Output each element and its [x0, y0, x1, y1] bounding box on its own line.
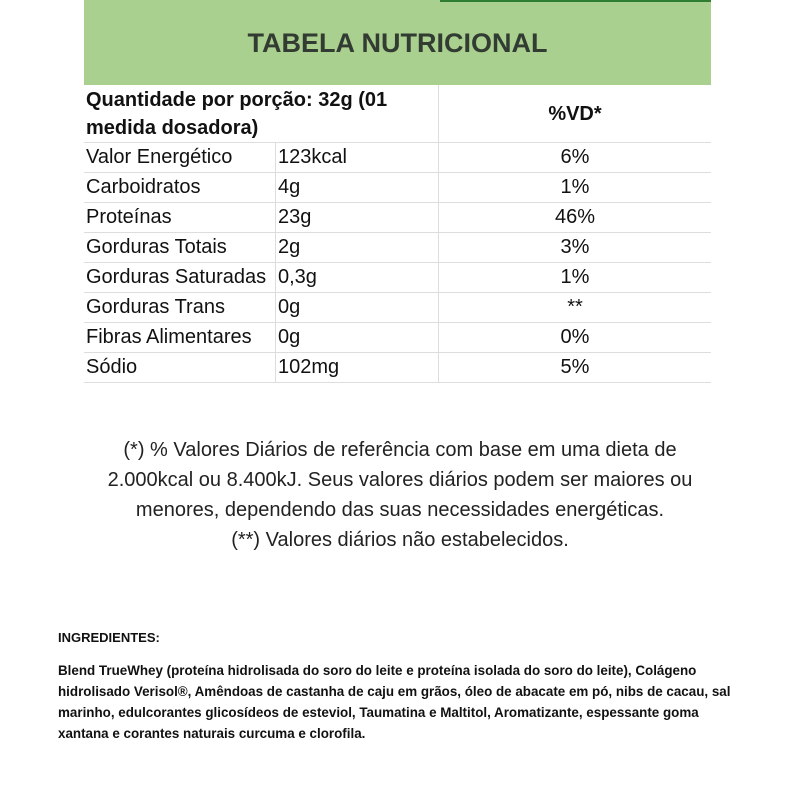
nutrient-amount: 102mg — [275, 352, 439, 383]
nutrient-vd: 46% — [438, 202, 711, 233]
accent-line — [440, 0, 711, 2]
nutrient-vd: ** — [438, 292, 711, 323]
table-title-banner: TABELA NUTRICIONAL — [84, 0, 711, 85]
footnote-vd: (*) % Valores Diários de referência com … — [107, 439, 693, 521]
nutrient-name: Carboidratos — [84, 172, 276, 203]
ingredients-title: INGREDIENTES: — [58, 630, 160, 645]
footnote: (*) % Valores Diários de referência com … — [80, 435, 720, 555]
nutrient-name: Valor Energético — [84, 142, 276, 173]
ingredients-text: Blend TrueWhey (proteína hidrolisada do … — [58, 663, 731, 741]
table-header-row: Quantidade por porção: 32g (01 medida do… — [84, 85, 711, 143]
nutrient-amount: 4g — [275, 172, 439, 203]
nutrient-amount: 123kcal — [275, 142, 439, 173]
nutrient-name: Sódio — [84, 352, 276, 383]
footnote-not-established: (**) Valores diários não estabelecidos. — [231, 529, 569, 551]
nutrient-vd: 0% — [438, 322, 711, 353]
nutrient-name: Proteínas — [84, 202, 276, 233]
portion-header: Quantidade por porção: 32g (01 medida do… — [84, 85, 439, 143]
table-title: TABELA NUTRICIONAL — [247, 28, 548, 58]
table-row: Gorduras Saturadas 0,3g 1% — [84, 262, 711, 293]
nutrient-amount: 0g — [275, 322, 439, 353]
nutrient-name: Fibras Alimentares — [84, 322, 276, 353]
nutrient-name: Gorduras Totais — [84, 232, 276, 263]
table-row: Fibras Alimentares 0g 0% — [84, 322, 711, 353]
nutrient-vd: 5% — [438, 352, 711, 383]
table-row: Carboidratos 4g 1% — [84, 172, 711, 203]
nutrient-amount: 0,3g — [275, 262, 439, 293]
nutrient-vd: 6% — [438, 142, 711, 173]
nutrient-name: Gorduras Saturadas — [84, 262, 276, 293]
nutrient-amount: 2g — [275, 232, 439, 263]
table-row: Sódio 102mg 5% — [84, 352, 711, 383]
vd-header: %VD* — [438, 85, 711, 143]
nutrient-name: Gorduras Trans — [84, 292, 276, 323]
table-row: Gorduras Totais 2g 3% — [84, 232, 711, 263]
nutrient-vd: 1% — [438, 262, 711, 293]
nutrient-vd: 3% — [438, 232, 711, 263]
table-row: Valor Energético 123kcal 6% — [84, 142, 711, 173]
nutrient-amount: 0g — [275, 292, 439, 323]
table-row: Gorduras Trans 0g ** — [84, 292, 711, 323]
nutrition-table: Quantidade por porção: 32g (01 medida do… — [84, 85, 711, 383]
nutrient-vd: 1% — [438, 172, 711, 203]
nutrient-amount: 23g — [275, 202, 439, 233]
table-row: Proteínas 23g 46% — [84, 202, 711, 233]
